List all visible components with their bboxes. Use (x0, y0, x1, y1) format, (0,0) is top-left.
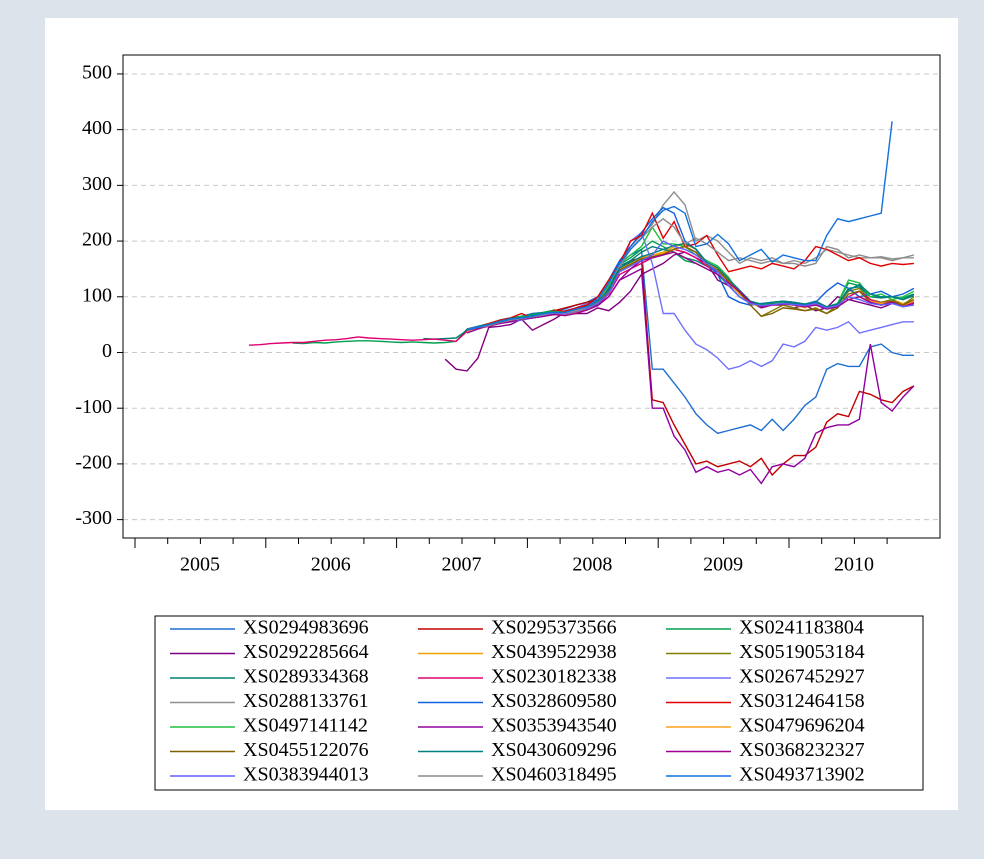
y-tick-label: 400 (82, 117, 112, 139)
x-tick-label: 2007 (442, 554, 482, 576)
legend-label: XS0230182338 (491, 666, 617, 688)
y-tick-label: 500 (82, 62, 112, 84)
y-tick-label: -200 (75, 452, 112, 474)
legend-label: XS0328609580 (491, 690, 617, 712)
legend-label: XS0289334368 (243, 666, 369, 688)
legend-label: XS0439522938 (491, 641, 617, 663)
legend-label: XS0312464158 (739, 690, 865, 712)
legend-label: XS0368232327 (739, 739, 865, 761)
x-tick-label: 2009 (703, 554, 743, 576)
y-tick-label: 300 (82, 173, 112, 195)
legend-label: XS0383944013 (243, 764, 369, 786)
legend-label: XS0295373566 (491, 617, 617, 639)
y-tick-label: 0 (102, 340, 112, 362)
legend-label: XS0519053184 (739, 641, 865, 663)
legend-label: XS0460318495 (491, 764, 617, 786)
y-tick-label: -100 (75, 396, 112, 418)
x-tick-label: 2006 (311, 554, 351, 576)
legend-label: XS0430609296 (491, 739, 617, 761)
x-tick-label: 2005 (180, 554, 220, 576)
series-line (466, 251, 915, 331)
x-tick-label: 2008 (572, 554, 612, 576)
series-line (466, 217, 915, 331)
y-tick-label: -300 (75, 507, 112, 529)
series-line (444, 251, 915, 372)
legend-label: XS0288133761 (243, 690, 369, 712)
legend-label: XS0241183804 (739, 617, 864, 639)
legend-label: XS0292285664 (243, 641, 369, 663)
legend-label: XS0493713902 (739, 764, 865, 786)
series-line (466, 121, 893, 331)
legend-label: XS0294983696 (243, 617, 369, 639)
legend-label: XS0267452927 (739, 666, 865, 688)
legend-label: XS0479696204 (739, 715, 865, 737)
legend-label: XS0455122076 (243, 739, 369, 761)
y-tick-label: 200 (82, 229, 112, 251)
x-tick-label: 2010 (834, 554, 874, 576)
y-tick-label: 100 (82, 284, 112, 306)
legend-box (154, 615, 924, 791)
legend-label: XS0353943540 (491, 715, 617, 737)
legend-label: XS0497141142 (243, 715, 368, 737)
plot-frame (122, 54, 941, 539)
